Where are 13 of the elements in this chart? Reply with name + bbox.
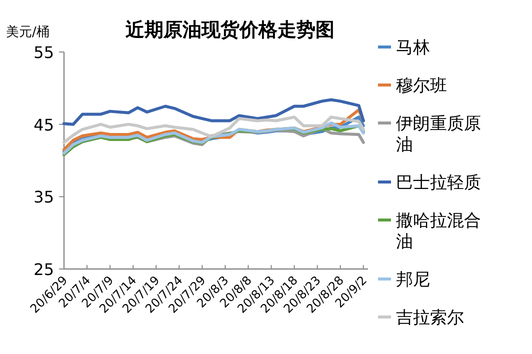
legend-label: 吉拉索尔 (396, 308, 464, 328)
legend-label: 穆尔班 (396, 76, 447, 96)
y-tick-label: 35 (34, 188, 54, 207)
legend-label: 邦尼 (396, 270, 430, 290)
legend-label: 伊朗重质原油 (396, 114, 481, 155)
y-axis-title: 美元/桶 (6, 24, 50, 40)
y-tick-label: 55 (34, 43, 54, 62)
y-tick-label: 25 (34, 260, 54, 279)
legend-label: 马林 (396, 38, 430, 58)
legend-label: 巴士拉轻质 (396, 173, 481, 193)
legend-label: 撒哈拉混合油 (396, 211, 481, 252)
chart-title: 近期原油现货价格走势图 (124, 19, 334, 41)
y-tick-label: 45 (34, 115, 54, 134)
